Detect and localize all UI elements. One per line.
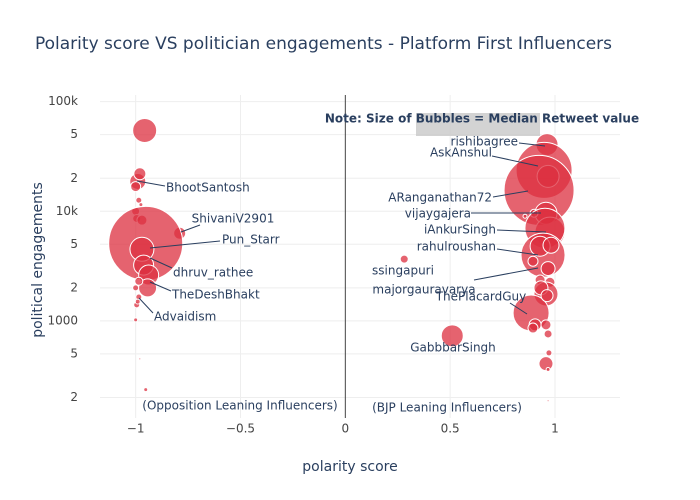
bubble [545,367,551,373]
note-text: Note: Size of Bubbles = Median Retweet v… [325,112,639,126]
annotation-label: rishibagree [451,135,518,149]
y-tick-label: 2 [70,171,78,185]
bubble [540,319,552,331]
annotation-arrow [509,302,528,315]
annotations: Note: Size of Bubbles = Median Retweet v… [136,112,639,415]
bubbles [108,118,575,403]
x-tick-label: −1 [127,422,145,436]
annotation-arrow [149,281,172,292]
annotation-arrow [518,142,546,147]
bubble [143,387,149,393]
annotation-label: ARanganathan72 [388,191,492,205]
annotation-label: (BJP Leaning Influencers) [372,401,522,415]
y-tick-label: 5 [70,127,78,141]
annotation-arrow [473,267,539,281]
annotation-arrow [149,240,221,249]
bubble [132,118,158,144]
bubble [522,213,528,219]
bubble [540,261,556,277]
bubble [132,284,140,292]
x-tick-label: 0 [342,422,350,436]
annotation-arrow [491,155,539,167]
bubble [527,255,539,267]
bubble [545,349,553,357]
x-tick-label: 0.5 [441,422,460,436]
x-tick-label: 1 [551,422,559,436]
bubble [133,317,139,323]
bubble [546,399,550,403]
y-tick-label: 5 [70,346,78,360]
bubble [130,181,142,193]
y-tick-label: 1000 [47,313,78,327]
grid: 100k 5 2 10k 5 2 1000 5 2 −1 −0.5 0 0.5 1 [47,94,620,436]
x-tick-label: −0.5 [226,422,255,436]
y-tick-label: 5 [70,237,78,251]
note-box [416,113,540,136]
y-tick-label: 100k [48,94,78,108]
annotation-label: BhootSantosh [166,181,250,195]
bubble [527,322,539,334]
annotation-label: (Opposition Leaning Influencers) [142,399,337,413]
bubble [134,298,141,305]
annotation-label: ThePlacardGuy [435,290,527,304]
annotation-label: AskAnshul [430,146,492,160]
annotation-arrow [492,190,529,198]
y-tick-label: 2 [70,280,78,294]
bubble [542,236,560,254]
bubble [543,329,553,339]
y-tick-label: 10k [56,204,78,218]
bubble [399,254,409,264]
bubble [134,276,144,286]
annotation-arrow [496,229,547,233]
annotation-label: ssingapuri [372,264,434,278]
bubble [133,167,147,181]
annotation-label: dhruv_rathee [173,266,253,280]
y-axis-title: political engagements [30,182,46,338]
annotation-label: rahulroushan [417,240,496,254]
annotation-label: GabbbarSingh [410,341,496,355]
annotation-label: Pun_Starr [222,233,280,247]
bubble [440,324,464,348]
annotation-label: iAnkurSingh [424,223,496,237]
annotation-label: majorgauravarya [372,283,475,297]
annotation-arrow [496,248,539,256]
annotation-label: Advaidism [154,310,216,324]
annotation-label: TheDeshBhakt [171,288,260,302]
annotation-label: vijaygajera [405,207,471,221]
annotation-arrow [180,224,201,233]
y-tick-label: 2 [70,390,78,404]
bubble [540,289,554,303]
annotation-arrow [149,257,173,269]
x-axis-title: polarity score [302,459,397,475]
annotation-arrow [136,180,166,187]
chart-title: Polarity score VS politician engagements… [35,34,612,54]
annotation-arrow [138,297,154,314]
annotation-label: ShivaniV2901 [192,212,275,226]
bubble [138,357,142,361]
